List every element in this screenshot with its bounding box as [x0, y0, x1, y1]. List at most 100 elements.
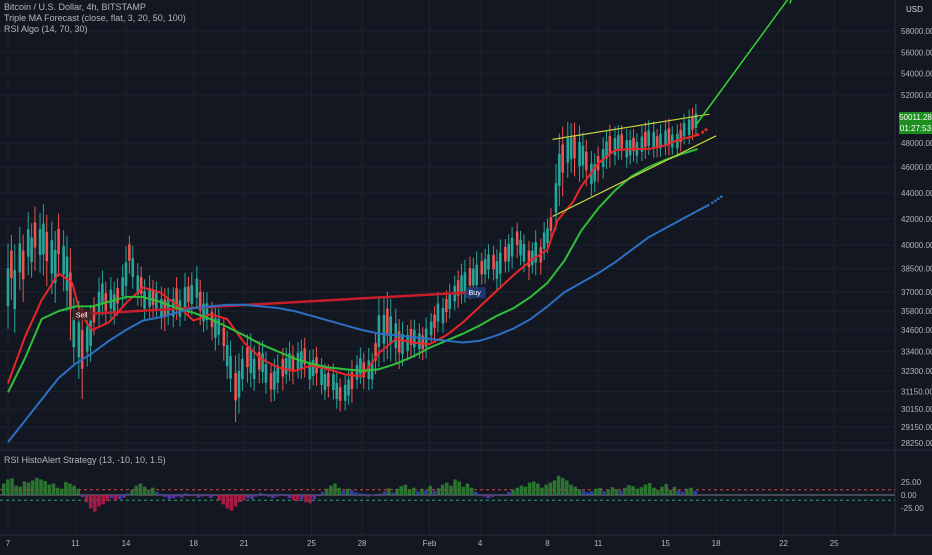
candle-body	[148, 288, 151, 308]
candle-body	[549, 217, 553, 231]
oscillator-bar	[55, 487, 60, 495]
oscillator-bar	[39, 479, 43, 495]
oscillator-bar	[51, 483, 56, 495]
oscillator-bar	[6, 479, 10, 495]
candle-body	[472, 268, 475, 286]
candle-body	[198, 291, 202, 311]
oscillator-bar	[420, 488, 424, 495]
oscillator-bar	[254, 495, 259, 497]
oscillator-bar	[407, 489, 412, 495]
candle-body	[397, 331, 401, 353]
candle-body	[323, 374, 327, 391]
oscillator-bar	[134, 485, 139, 495]
candle-body	[18, 243, 22, 273]
candle-body	[69, 272, 72, 310]
candle-body	[644, 131, 647, 148]
oscillator-bar	[387, 488, 391, 495]
oscillator-bar	[668, 489, 673, 495]
forecast-point	[720, 195, 723, 198]
candle-body	[350, 371, 354, 390]
price-tick-label: 56000.00	[901, 48, 932, 57]
oscillator-bar	[84, 495, 89, 503]
oscillator-bar	[122, 495, 126, 498]
candle-body	[667, 128, 671, 144]
oscillator-bar	[204, 495, 209, 497]
oscillator-bar	[349, 490, 354, 495]
oscillator-bar	[589, 491, 594, 495]
wedge-lower-line	[552, 135, 717, 217]
candle-body	[6, 268, 10, 307]
forecast-point	[695, 133, 700, 137]
oscillator-bar	[565, 480, 569, 495]
price-tick-label: 37000.00	[901, 288, 932, 297]
oscillator-bar	[445, 482, 449, 495]
oscillator-bar	[171, 495, 176, 499]
candle-body	[10, 250, 13, 279]
candle-body	[65, 256, 69, 291]
oscillator-bar	[142, 486, 147, 495]
oscillator-bar	[2, 483, 6, 495]
currency-label[interactable]: USD	[906, 5, 923, 14]
oscillator-bar	[105, 495, 110, 502]
price-tick-label: 33400.00	[901, 347, 932, 356]
oscillator-bar	[221, 495, 225, 505]
buy-label-bg	[465, 287, 486, 299]
oscillator-bar	[577, 489, 582, 495]
ma-line	[7, 203, 710, 443]
oscillator-bar	[656, 489, 660, 495]
oscillator-bar	[391, 492, 395, 495]
ma-line	[7, 133, 698, 384]
candle-body	[121, 277, 124, 296]
symbol-title[interactable]: Bitcoin / U.S. Dollar, 4h, BITSTAMP	[4, 2, 146, 12]
oscillator-bar	[47, 484, 52, 495]
candle-body	[401, 334, 404, 355]
sell-label: Sell	[76, 312, 88, 319]
indicator-rsi-algo[interactable]: RSI Algo (14, 70, 30)	[4, 24, 88, 34]
oscillator-bar	[167, 495, 172, 500]
oscillator-bar	[432, 490, 437, 495]
time-tick-label: 25	[307, 539, 316, 548]
oscillator-bar	[138, 483, 143, 495]
candle-body	[77, 322, 81, 358]
oscillator-bar	[606, 489, 611, 495]
oscillator-legend: RSI HistoAlert Strategy (13, -10, 10, 1.…	[4, 455, 166, 466]
candle-body	[151, 289, 155, 306]
oscillator-bar	[536, 483, 540, 495]
candle-body	[261, 353, 264, 373]
oscillator-bar	[511, 489, 515, 495]
candle-body	[389, 316, 393, 344]
oscillator-bar	[461, 486, 466, 495]
candle-body	[234, 373, 237, 401]
candle-body	[139, 277, 143, 294]
candle-body	[26, 229, 30, 257]
candle-body	[45, 231, 49, 262]
projection-arrow-line	[695, 0, 789, 126]
oscillator-bar	[26, 482, 31, 495]
oscillator-bar	[151, 487, 155, 495]
oscillator-bar	[72, 485, 76, 495]
price-tick-label: 28250.00	[901, 439, 932, 448]
candle-body	[608, 135, 612, 154]
oscillator-title[interactable]: RSI HistoAlert Strategy (13, -10, 10, 1.…	[4, 455, 166, 465]
oscillator-bar	[30, 480, 35, 495]
candle-body	[374, 343, 377, 361]
candle-body	[288, 353, 291, 371]
candle-body	[640, 136, 644, 152]
oscillator-bar	[163, 495, 168, 498]
oscillator-bar	[14, 485, 18, 495]
oscillator-bar	[209, 495, 213, 499]
candle-body	[128, 244, 131, 261]
candle-body	[112, 294, 116, 314]
oscillator-bar	[465, 483, 470, 495]
oscillator-bar	[507, 491, 511, 495]
candle-body	[691, 116, 694, 130]
candle-body	[284, 358, 288, 375]
indicator-triple-ma[interactable]: Triple MA Forecast (close, flat, 3, 20, …	[4, 13, 186, 23]
oscillator-bar	[188, 495, 192, 497]
oscillator-bar	[469, 487, 474, 495]
oscillator-bar	[287, 495, 292, 499]
candle-body	[166, 298, 170, 316]
candle-body	[57, 228, 60, 255]
